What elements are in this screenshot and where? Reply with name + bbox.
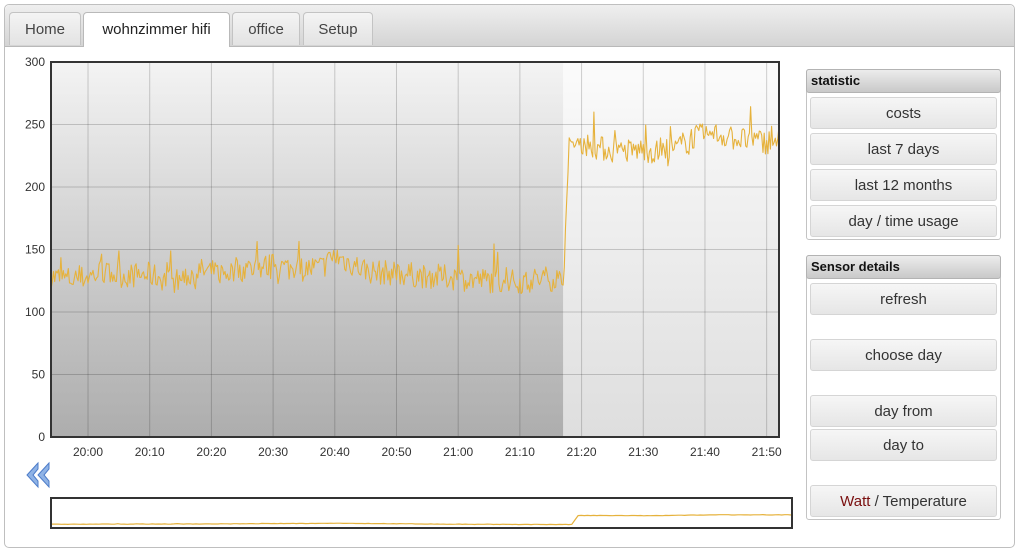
y-tick-label: 0	[38, 430, 45, 444]
day-time-usage-button[interactable]: day / time usage	[810, 205, 997, 237]
x-tick-label: 21:30	[628, 445, 658, 459]
tab-home[interactable]: Home	[9, 12, 81, 45]
overview-series-line	[52, 513, 792, 526]
unit-separator: /	[870, 493, 883, 510]
x-tick-label: 21:40	[690, 445, 720, 459]
tab-setup[interactable]: Setup	[303, 12, 373, 45]
x-tick-label: 20:00	[73, 445, 103, 459]
x-tick-label: 21:50	[752, 445, 782, 459]
x-tick-label: 20:20	[196, 445, 226, 459]
costs-button[interactable]: costs	[810, 97, 997, 129]
x-tick-label: 20:40	[320, 445, 350, 459]
plot-border	[50, 61, 780, 438]
x-tick-label: 20:50	[381, 445, 411, 459]
x-tick-label: 21:10	[505, 445, 535, 459]
double-chevron-left-icon[interactable]	[24, 460, 54, 490]
y-tick-label: 300	[25, 55, 45, 69]
sensor-details-title: Sensor details	[806, 255, 1001, 279]
tab-office[interactable]: office	[232, 12, 300, 45]
watt-option[interactable]: Watt	[840, 493, 871, 510]
day-to-button[interactable]: day to	[810, 429, 997, 461]
refresh-button[interactable]: refresh	[810, 283, 997, 315]
power-chart[interactable]: 0 50 100 150 200 250 300 20:00 20:10 20:20 20:30 2…	[0, 0, 800, 470]
day-from-button[interactable]: day from	[810, 395, 997, 427]
last-12-months-button[interactable]: last 12 months	[810, 169, 997, 201]
watt-temperature-button[interactable]: Watt / Temperature	[810, 485, 997, 517]
x-tick-label: 21:20	[567, 445, 597, 459]
y-tick-label: 150	[25, 243, 45, 257]
x-tick-label: 20:10	[135, 445, 165, 459]
y-tick-label: 50	[32, 368, 46, 382]
overview-chart[interactable]	[0, 0, 800, 540]
sensor-details-panel: Sensor details refresh choose day day fr…	[806, 255, 1001, 520]
choose-day-button[interactable]: choose day	[810, 339, 997, 371]
temperature-option[interactable]: Temperature	[882, 493, 967, 510]
statistic-panel: statistic costs last 7 days last 12 mont…	[806, 69, 1001, 240]
overview-frame	[50, 497, 793, 529]
y-tick-label: 200	[25, 180, 45, 194]
y-tick-label: 250	[25, 118, 45, 132]
y-tick-label: 100	[25, 305, 45, 319]
last-7-days-button[interactable]: last 7 days	[810, 133, 997, 165]
x-tick-label: 21:00	[443, 445, 473, 459]
series-line-watt	[51, 106, 779, 295]
tab-bar: Home wohnzimmer hifi office Setup	[5, 5, 1014, 47]
statistic-title: statistic	[806, 69, 1001, 93]
tab-wohnzimmer-hifi[interactable]: wohnzimmer hifi	[83, 12, 230, 47]
x-tick-label: 20:30	[258, 445, 288, 459]
selection-range[interactable]	[51, 62, 564, 437]
